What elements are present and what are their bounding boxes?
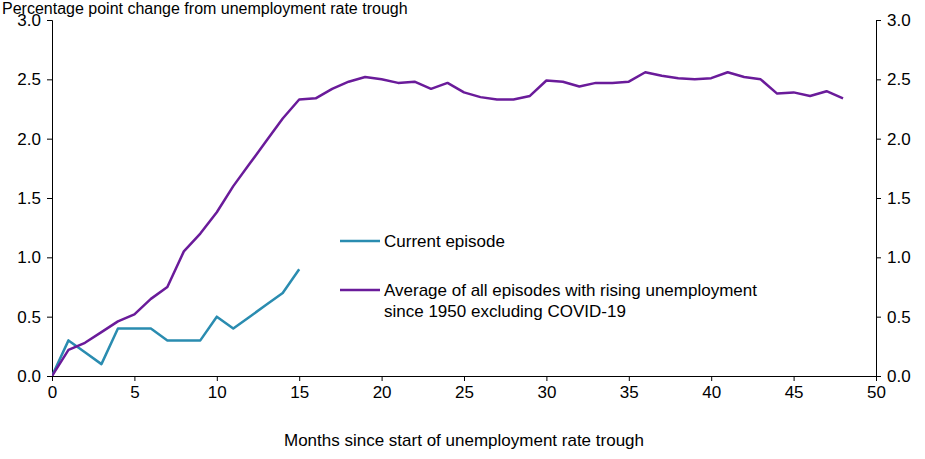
tick: 25 [455, 376, 474, 402]
tick: 5 [130, 376, 139, 402]
axis-line [53, 377, 877, 382]
tick: 15 [290, 376, 309, 402]
legend: Current episode Average of all episodes w… [340, 232, 757, 321]
x-axis-title: Months since start of unemployment rate … [284, 431, 644, 450]
series-line [52, 72, 843, 376]
tick-label: 5 [130, 383, 139, 402]
tick-mark [876, 20, 881, 21]
tick: 0 [48, 376, 57, 402]
tick-mark [47, 139, 52, 140]
axis-line [47, 21, 53, 377]
tick: 0.5 [876, 308, 911, 327]
tick-label: 0.0 [17, 367, 41, 386]
tick-label: 2.5 [17, 70, 41, 89]
tick-mark [382, 376, 383, 381]
tick: 1.0 [876, 248, 911, 267]
tick: 50 [867, 376, 886, 402]
tick-label: 3.0 [887, 11, 911, 30]
tick: 2.5 [17, 70, 52, 89]
tick: 2.0 [17, 130, 52, 149]
tick-mark [876, 317, 881, 318]
tick-mark [134, 376, 135, 381]
tick: 2.5 [876, 70, 911, 89]
chart: 051015202530354045500.00.51.01.52.02.53.… [0, 0, 925, 459]
tick-label: 0 [48, 383, 57, 402]
axis-line [877, 21, 882, 377]
y-axis: 0.00.51.01.52.02.53.0 [17, 11, 52, 386]
tick: 1.5 [17, 189, 52, 208]
tick: 10 [208, 376, 227, 402]
tick-label: 1.0 [17, 248, 41, 267]
tick-mark [876, 79, 881, 80]
tick: 45 [785, 376, 804, 402]
tick: 35 [620, 376, 639, 402]
x-axis: 0 5 10 15 20 25 30 35 40 45 50 [48, 376, 886, 402]
legend-swatch [340, 240, 380, 243]
tick: 40 [702, 376, 721, 402]
tick-mark [47, 257, 52, 258]
tick-label: 15 [290, 383, 309, 402]
tick-label: 45 [785, 383, 804, 402]
series-line [52, 269, 299, 376]
tick-label: 10 [208, 383, 227, 402]
y2-axis: 0.0 0.5 1.0 1.5 2.0 2.5 3.0 [876, 11, 911, 386]
tick: 20 [373, 376, 392, 402]
tick-label: 0.5 [887, 308, 911, 327]
tick-label: 35 [620, 383, 639, 402]
tick-mark [711, 376, 712, 381]
tick-label: 25 [455, 383, 474, 402]
tick-mark [876, 257, 881, 258]
tick-label: 40 [702, 383, 721, 402]
tick-mark [47, 317, 52, 318]
tick-label: 0.5 [17, 308, 41, 327]
tick: 0.0 [876, 367, 911, 386]
tick-mark [546, 376, 547, 381]
tick: 3.0 [876, 11, 911, 30]
y-axis-title: Percentage point change from unemploymen… [2, 0, 408, 17]
tick-mark [217, 376, 218, 381]
tick-mark [629, 376, 630, 381]
tick-mark [47, 79, 52, 80]
tick-mark [876, 139, 881, 140]
tick: 0.0 [17, 367, 52, 386]
tick-mark [464, 376, 465, 381]
tick-mark [876, 198, 881, 199]
tick-mark [876, 376, 881, 377]
tick-mark [47, 20, 52, 21]
tick-label: 2.0 [887, 130, 911, 149]
tick-label: 1.5 [17, 189, 41, 208]
tick-mark [794, 376, 795, 381]
tick-label: 30 [537, 383, 556, 402]
tick-mark [47, 376, 52, 377]
tick: 30 [537, 376, 556, 402]
legend-swatch [340, 289, 380, 292]
legend-label: Average of all episodes with rising unem… [384, 281, 757, 321]
tick: 1.0 [17, 248, 52, 267]
tick: 1.5 [876, 189, 911, 208]
tick-label: 20 [373, 383, 392, 402]
tick-label: 2.0 [17, 130, 41, 149]
tick-label: 0.0 [887, 367, 911, 386]
plot-lines [52, 72, 843, 376]
tick-label: 1.0 [887, 248, 911, 267]
tick: 0.5 [17, 308, 52, 327]
tick: 2.0 [876, 130, 911, 149]
tick-label: 2.5 [887, 70, 911, 89]
tick-mark [299, 376, 300, 381]
tick-label: 50 [867, 383, 886, 402]
tick-mark [47, 198, 52, 199]
legend-label: Current episode [384, 232, 505, 251]
tick-label: 1.5 [887, 189, 911, 208]
